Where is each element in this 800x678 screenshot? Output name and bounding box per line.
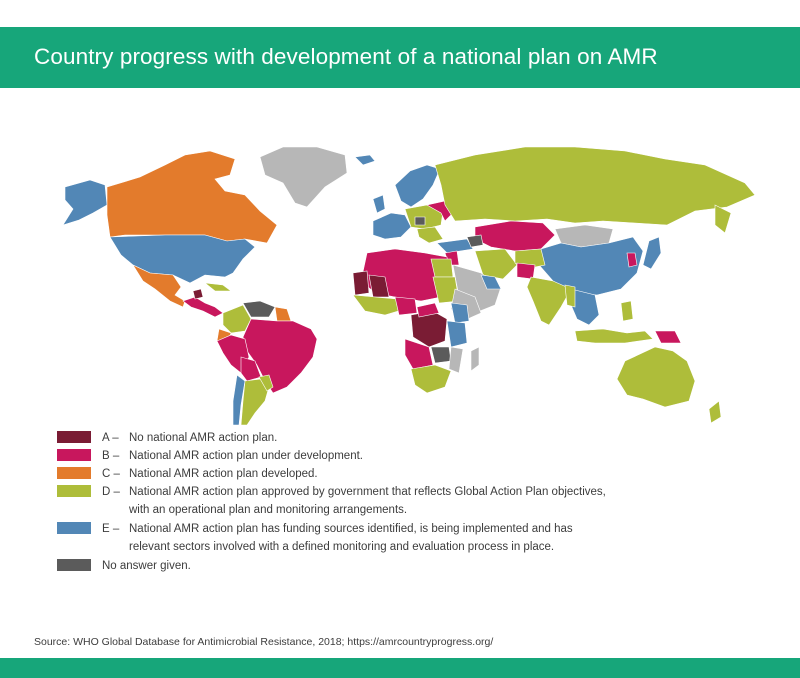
region-cuba [204, 282, 232, 292]
legend-swatch-a [57, 431, 91, 443]
region-c-africa [416, 302, 440, 318]
region-madagascar [470, 346, 480, 372]
legend-swatch-d [57, 485, 91, 497]
legend-text-c: National AMR action plan developed. [129, 468, 318, 480]
legend-text-a: No national AMR action plan. [129, 432, 278, 444]
region-ethiopia [450, 302, 470, 324]
region-caucasus [466, 234, 484, 248]
region-guyana [274, 306, 292, 322]
legend-item-no-answer: No answer given. [57, 557, 757, 575]
legend-letter-b: B – [102, 450, 120, 462]
top-margin [0, 0, 800, 27]
region-mali [368, 274, 390, 298]
legend-item-e: E – National AMR action plan has funding… [57, 520, 757, 557]
region-australia [616, 346, 696, 408]
legend-swatch-no-answer [57, 559, 91, 571]
page-title: Country progress with development of a n… [34, 44, 658, 69]
region-central-america [182, 296, 224, 318]
legend-text-d: National AMR action plan approved by gov… [129, 486, 606, 516]
region-kamchatka [714, 204, 732, 234]
legend: A – No national AMR action plan. B – Nat… [57, 429, 757, 575]
legend-item-b: B – National AMR action plan under devel… [57, 447, 757, 465]
legend-letter-c: C – [102, 468, 120, 480]
legend-item-d: D – National AMR action plan approved by… [57, 483, 757, 520]
source-note: Source: WHO Global Database for Antimicr… [34, 636, 494, 648]
region-e-africa [446, 320, 468, 348]
region-w-sahara [352, 270, 370, 296]
legend-item-a: A – No national AMR action plan. [57, 429, 757, 447]
region-brazil [242, 318, 318, 394]
region-japan [642, 236, 662, 270]
region-alaska [62, 179, 108, 226]
bottom-band [0, 658, 800, 678]
region-paraguay [258, 374, 274, 392]
region-myanmar [564, 284, 576, 308]
region-usa [109, 234, 256, 284]
region-afghanistan [516, 262, 536, 280]
region-guatemala [192, 288, 204, 300]
legend-item-c: C – National AMR action plan developed. [57, 465, 757, 483]
region-colombia [222, 304, 252, 334]
legend-text-b: National AMR action plan under developme… [129, 450, 363, 462]
region-kazakhstan [474, 220, 556, 252]
region-philippines [620, 300, 634, 322]
legend-swatch-b [57, 449, 91, 461]
region-s-africa [410, 364, 452, 394]
legend-text-e: National AMR action plan has funding sou… [129, 523, 573, 553]
region-png [654, 330, 682, 344]
region-balkans [416, 226, 444, 244]
legend-swatch-e [57, 522, 91, 534]
region-zambia [430, 346, 452, 364]
legend-letter-a: A – [102, 432, 119, 444]
region-turkey [436, 238, 474, 254]
region-mozambique [448, 346, 464, 374]
region-russia [434, 146, 755, 226]
region-nigeria [394, 296, 418, 316]
legend-letter-e: E – [102, 523, 120, 535]
region-venezuela [242, 300, 276, 318]
region-drc [410, 310, 448, 348]
region-canada [106, 150, 278, 244]
legend-letter-d: D – [102, 486, 120, 498]
region-uk [372, 194, 386, 214]
region-indonesia [574, 328, 654, 344]
region-bolivia [240, 356, 262, 382]
region-scandinavia [394, 164, 441, 208]
region-korea [626, 252, 638, 268]
region-india [526, 276, 572, 326]
title-banner [0, 27, 800, 88]
legend-text-no-answer: No answer given. [102, 560, 191, 572]
region-gulf [480, 274, 502, 290]
region-greenland [259, 146, 348, 208]
region-egypt [430, 258, 454, 278]
region-iceland [354, 154, 376, 166]
world-map [55, 125, 755, 425]
region-new-zealand [708, 400, 722, 424]
region-iran [474, 248, 518, 280]
region-e-europe-nodata [414, 216, 426, 226]
region-w-europe [372, 212, 412, 240]
legend-swatch-c [57, 467, 91, 479]
